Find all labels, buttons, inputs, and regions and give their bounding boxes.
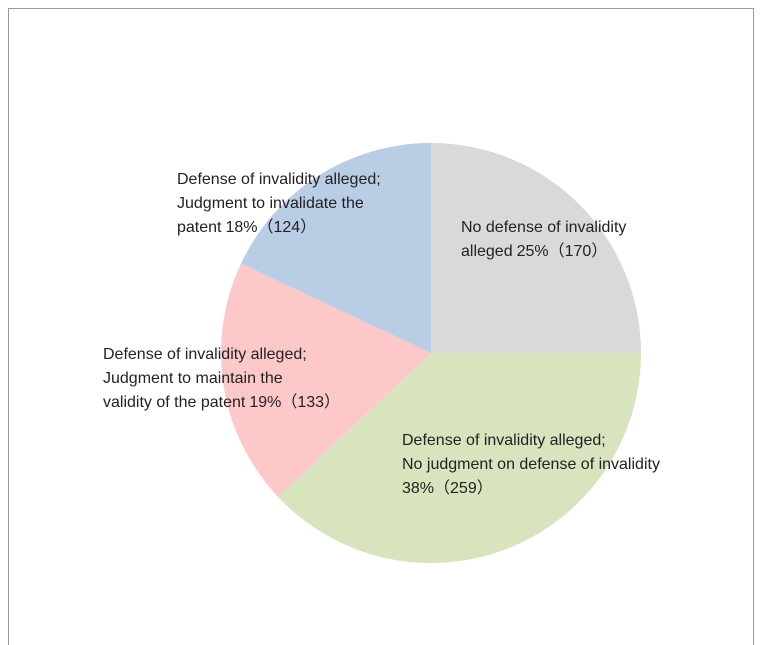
slice-label: Defense of invalidity alleged; Judgment … <box>103 346 311 411</box>
slice-label: Defense of invalidity alleged; Judgment … <box>177 171 385 236</box>
slice-value-label: 18%（124） <box>225 218 316 236</box>
chart-frame <box>8 8 754 645</box>
label-line: Defense of invalidity alleged; <box>177 171 385 188</box>
pie-slice <box>277 353 641 564</box>
slice-label: No defense of invalidity alleged <box>461 219 631 260</box>
label-line: No judgment on defense of invalidity <box>402 456 660 473</box>
label-line: Judgment to maintain the <box>103 370 287 387</box>
label-line: alleged <box>461 243 513 260</box>
label-line: Judgment to invalidate the <box>177 195 368 212</box>
label-line: validity of the patent <box>103 394 246 411</box>
slice-value-label: 38%（259） <box>402 479 493 497</box>
slice-label: Defense of invalidity alleged; No judgme… <box>402 432 660 473</box>
label-line: No defense of invalidity <box>461 219 631 236</box>
pie-slice <box>431 143 641 353</box>
pie-slice <box>221 263 431 497</box>
pie-slice <box>240 143 431 353</box>
label-line: Defense of invalidity alleged; <box>103 346 311 363</box>
label-line: patent <box>177 219 222 236</box>
slice-value-label: 25%（170） <box>517 242 608 260</box>
label-line: Defense of invalidity alleged; <box>402 432 610 449</box>
slice-value-label: 19%（133） <box>249 393 340 411</box>
